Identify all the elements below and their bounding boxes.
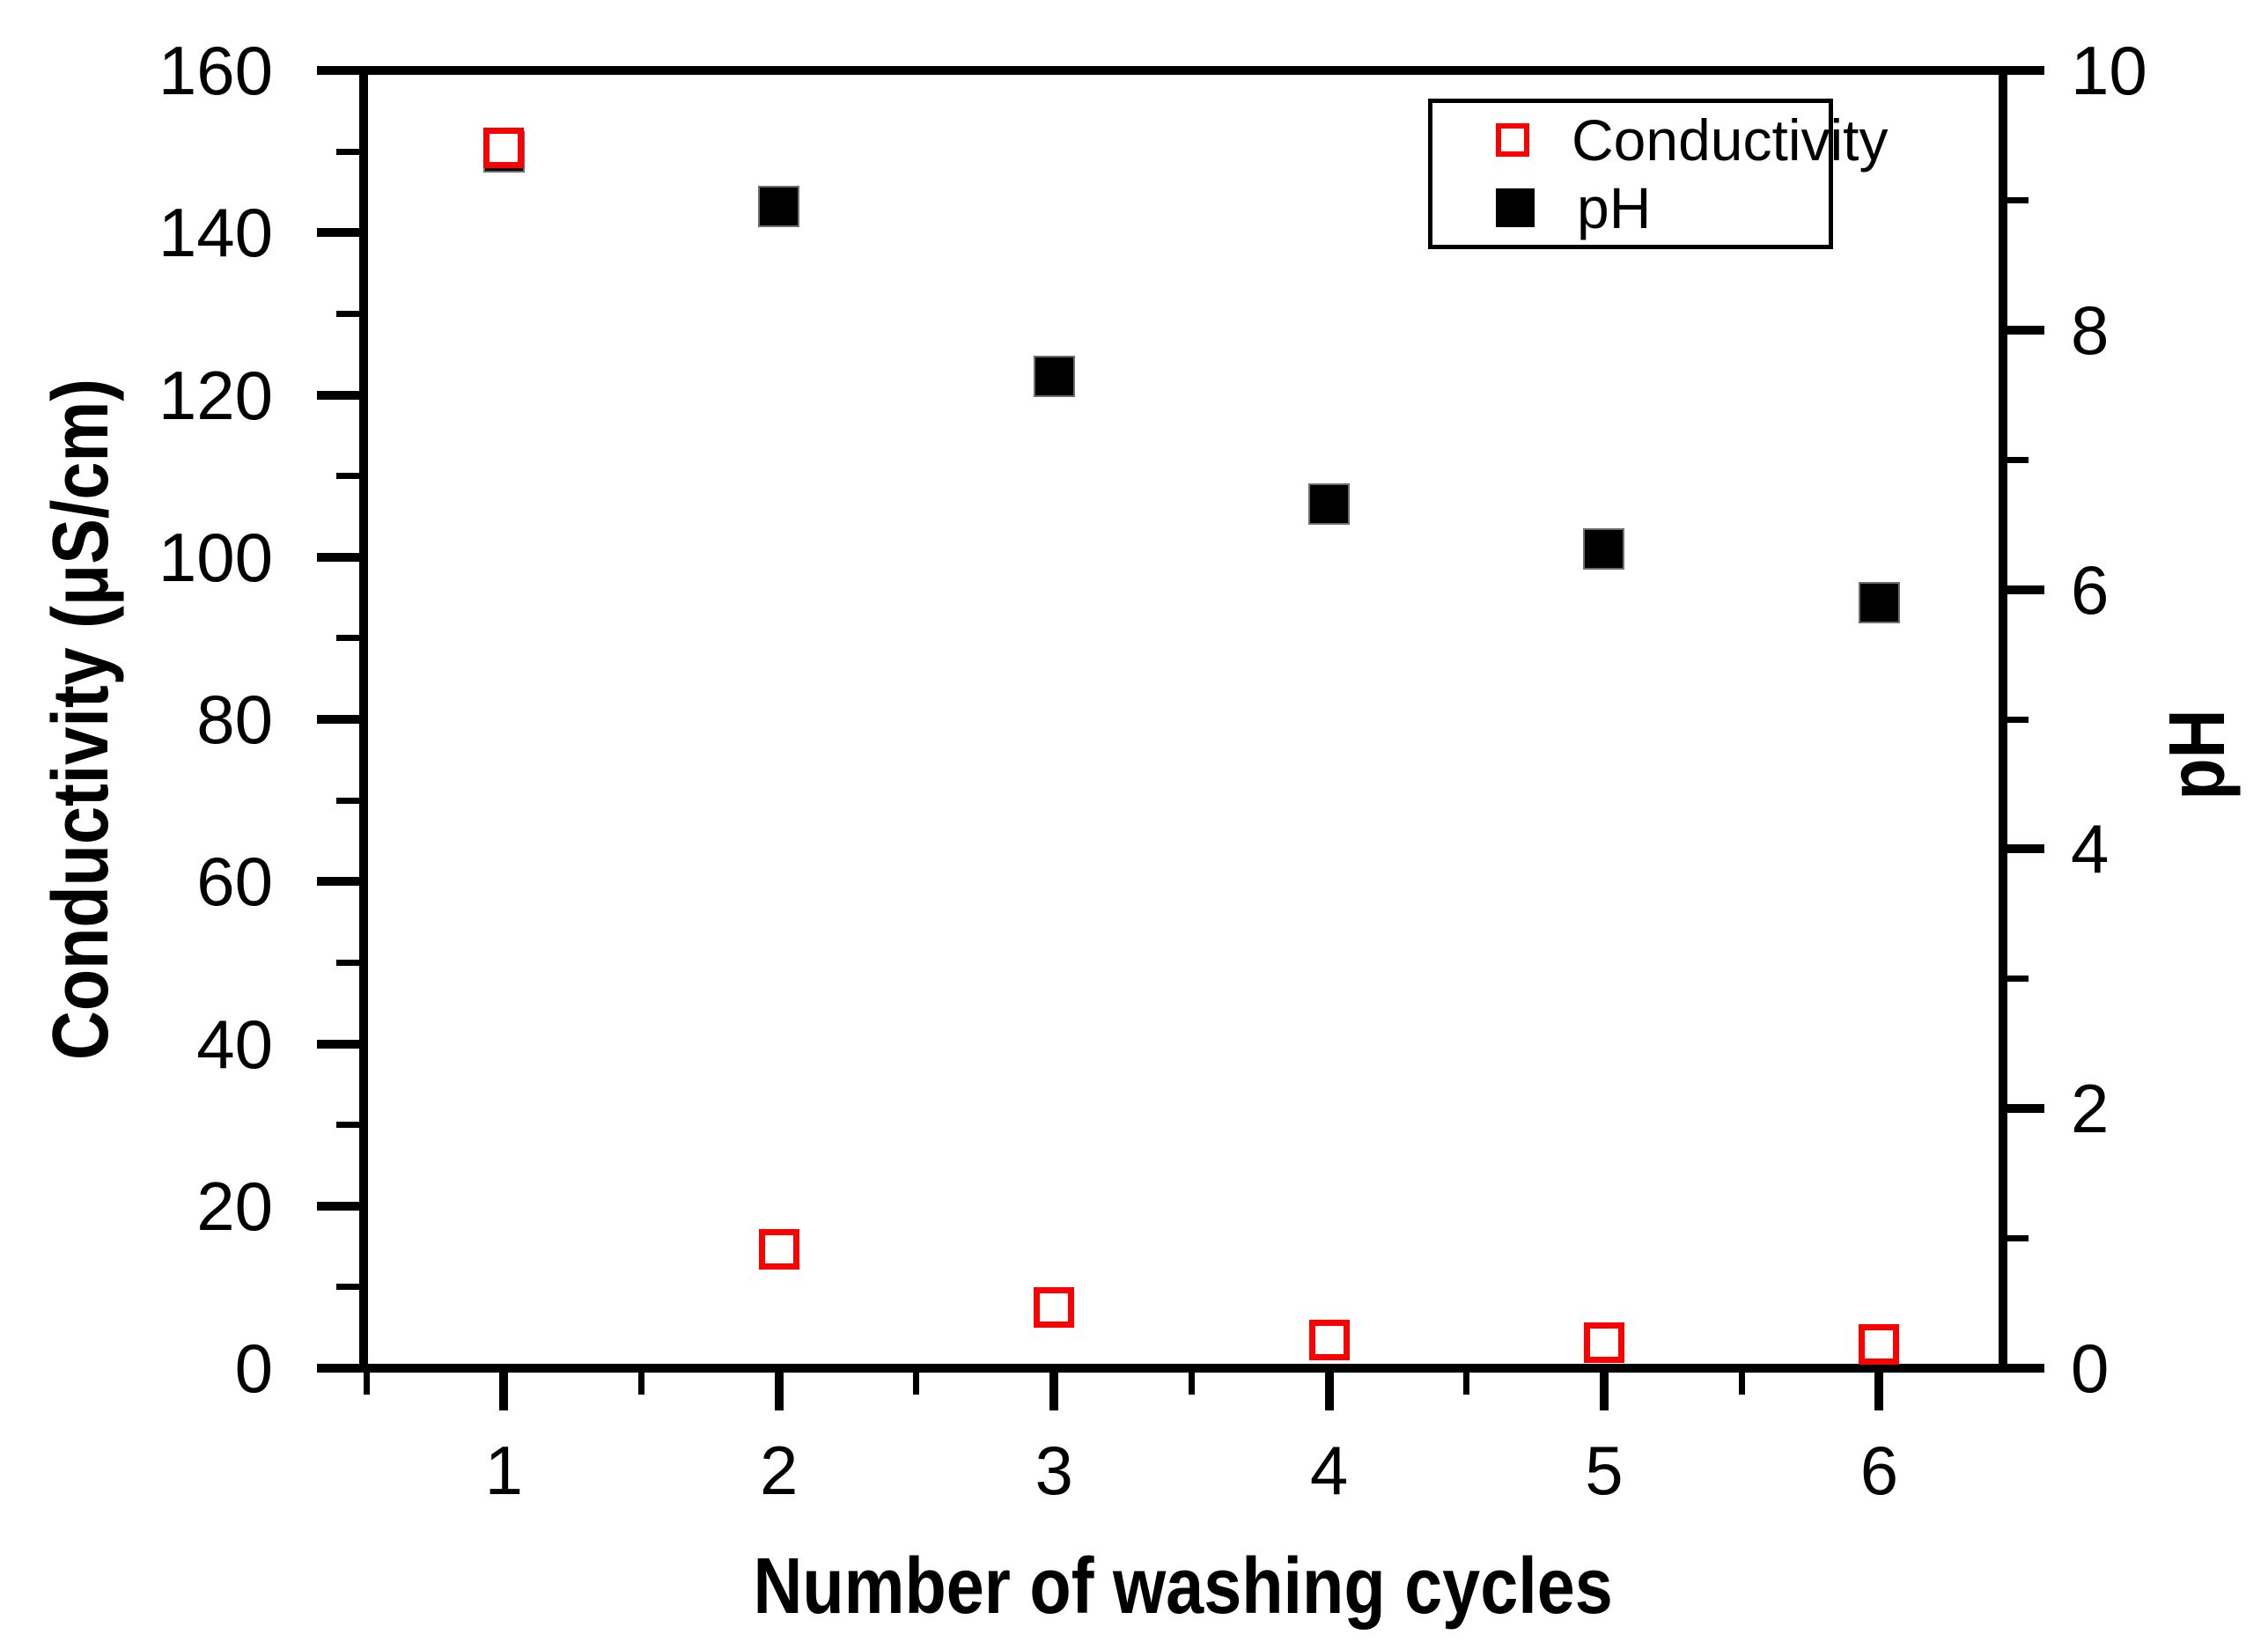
- right-tick-label: 10: [2071, 32, 2147, 109]
- x-tick-label: 5: [1585, 1432, 1624, 1509]
- right-tick-label: 6: [2071, 550, 2110, 629]
- x-axis-title-text: Number of washing cycles: [753, 1543, 1614, 1631]
- legend-item-conductivity: Conductivity: [1432, 109, 1889, 171]
- left-major-tick: [317, 1364, 359, 1373]
- x-tick-label: 3: [1035, 1432, 1073, 1509]
- right-major-tick: [2007, 1364, 2044, 1373]
- left-minor-tick: [336, 148, 359, 155]
- conductivity-open-square-marker-icon: [1496, 123, 1529, 157]
- right-minor-tick: [2007, 716, 2029, 723]
- left-tick-label: 120: [158, 356, 273, 434]
- left-tick-label: 80: [196, 681, 273, 758]
- right-major-tick: [2007, 585, 2044, 594]
- right-tick-label: 8: [2071, 291, 2110, 369]
- left-minor-tick: [336, 1284, 359, 1291]
- left-tick-label: 20: [196, 1167, 273, 1245]
- x-minor-tick: [913, 1373, 920, 1395]
- left-tick-label: 0: [234, 1329, 273, 1407]
- data-point-conductivity: [1583, 1322, 1624, 1364]
- left-major-tick: [317, 715, 359, 724]
- x-minor-tick: [1188, 1373, 1195, 1395]
- left-major-tick: [317, 877, 359, 887]
- left-major-tick: [317, 1201, 359, 1211]
- right-major-tick: [2007, 844, 2044, 854]
- legend-label-conductivity: Conductivity: [1572, 107, 1889, 173]
- right-major-tick: [2007, 66, 2044, 75]
- x-major-tick: [1599, 1373, 1609, 1410]
- left-minor-tick: [336, 1122, 359, 1129]
- left-major-tick: [317, 228, 359, 238]
- left-minor-tick: [336, 797, 359, 804]
- data-point-conductivity: [483, 127, 525, 168]
- x-major-tick: [774, 1373, 784, 1410]
- x-minor-tick: [638, 1373, 645, 1395]
- left-tick-label: 60: [196, 843, 273, 921]
- right-tick-label: 0: [2071, 1329, 2110, 1407]
- x-minor-tick: [363, 1373, 370, 1395]
- right-minor-tick: [2007, 1235, 2029, 1242]
- ph-filled-square-marker-icon: [1496, 188, 1535, 227]
- right-axis-title-text: pH: [2154, 709, 2242, 800]
- data-point-conductivity: [1859, 1324, 1900, 1366]
- legend-label-ph: pH: [1577, 175, 1652, 240]
- left-major-tick: [317, 66, 359, 75]
- x-minor-tick: [1463, 1373, 1470, 1395]
- x-major-tick: [499, 1373, 509, 1410]
- right-major-tick: [2007, 1104, 2044, 1114]
- x-major-tick: [1049, 1373, 1059, 1410]
- left-major-tick: [317, 552, 359, 562]
- x-major-tick: [1874, 1373, 1884, 1410]
- right-minor-tick: [2007, 196, 2029, 203]
- right-tick-label: 4: [2071, 810, 2110, 888]
- x-tick-label: 2: [760, 1432, 799, 1509]
- data-point-conductivity: [1308, 1319, 1350, 1360]
- x-tick-label: 4: [1309, 1432, 1349, 1509]
- x-axis-title: Number of washing cycles: [364, 1543, 2003, 1631]
- left-tick-label: 40: [196, 1005, 273, 1083]
- plot-area-frame: [359, 66, 2007, 1373]
- left-tick-label: 140: [158, 194, 273, 272]
- x-major-tick: [1324, 1373, 1334, 1410]
- x-minor-tick: [1738, 1373, 1745, 1395]
- right-minor-tick: [2007, 456, 2029, 463]
- data-point-ph: [1033, 356, 1075, 398]
- left-minor-tick: [336, 473, 359, 480]
- left-major-tick: [317, 1039, 359, 1049]
- right-minor-tick: [2007, 976, 2029, 983]
- right-axis-title: pH: [2154, 702, 2242, 807]
- right-major-tick: [2007, 325, 2044, 335]
- data-point-conductivity: [1034, 1286, 1075, 1328]
- data-point-ph: [1308, 482, 1351, 525]
- legend: Conductivity pH: [1428, 99, 1889, 249]
- data-point-ph: [1858, 581, 1900, 623]
- x-tick-label: 1: [484, 1432, 524, 1509]
- left-major-tick: [317, 390, 359, 400]
- left-minor-tick: [336, 635, 359, 642]
- data-point-ph: [758, 186, 800, 228]
- left-minor-tick: [336, 310, 359, 317]
- left-minor-tick: [336, 959, 359, 966]
- data-point-ph: [1583, 528, 1625, 571]
- legend-item-ph: pH: [1432, 177, 1829, 239]
- data-point-conductivity: [758, 1228, 799, 1270]
- left-tick-label: 160: [158, 32, 273, 109]
- left-tick-label: 100: [158, 518, 273, 596]
- x-tick-label: 6: [1859, 1432, 1899, 1509]
- right-tick-label: 2: [2071, 1070, 2110, 1148]
